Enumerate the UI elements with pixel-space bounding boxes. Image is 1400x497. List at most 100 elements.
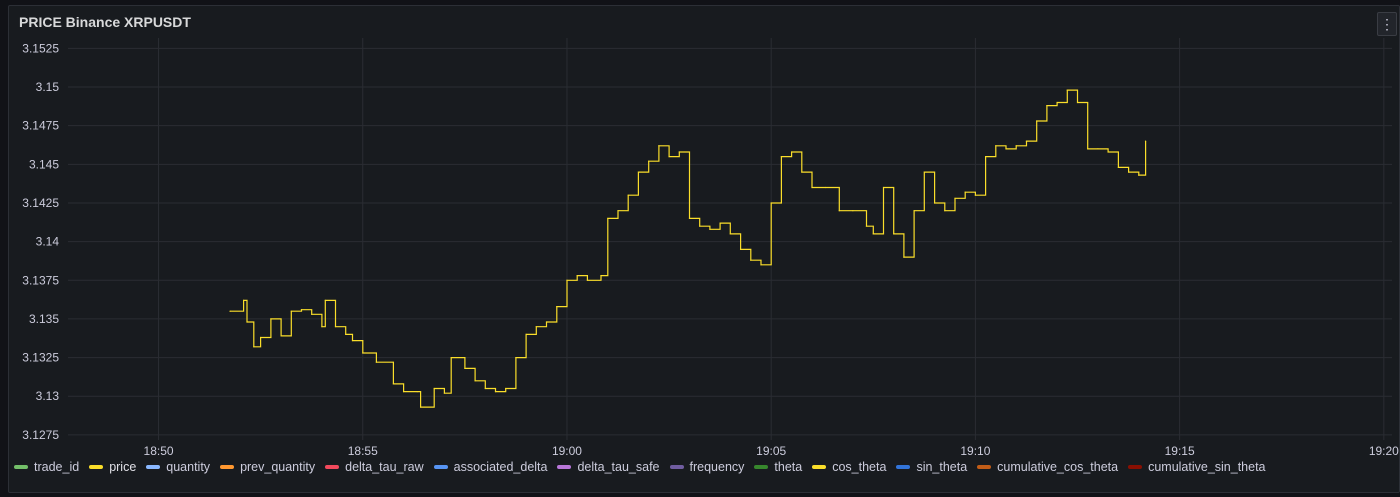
data-point xyxy=(535,326,537,328)
data-point xyxy=(1087,148,1089,150)
y-tick-label: 3.15 xyxy=(36,80,60,94)
data-point xyxy=(801,171,803,173)
data-point xyxy=(525,333,527,335)
legend-item-frequency[interactable]: frequency xyxy=(669,460,745,474)
x-tick-label: 19:10 xyxy=(960,444,990,458)
legend-item-quantity[interactable]: quantity xyxy=(146,460,210,474)
data-point xyxy=(443,392,446,394)
x-tick-label: 19:20 xyxy=(1369,444,1399,458)
data-point xyxy=(566,279,568,281)
data-point xyxy=(838,210,840,212)
data-point xyxy=(311,313,313,315)
legend-item-cos-theta[interactable]: cos_theta xyxy=(812,460,886,474)
legend-label: price xyxy=(109,460,137,474)
data-point xyxy=(709,228,711,230)
data-point xyxy=(974,194,976,196)
data-point xyxy=(825,186,827,189)
data-point xyxy=(1056,101,1058,104)
y-tick-label: 3.135 xyxy=(29,312,59,326)
legend-item-theta[interactable]: theta xyxy=(754,460,802,474)
data-point xyxy=(392,383,394,385)
legend-item-sin-theta[interactable]: sin_theta xyxy=(896,460,967,474)
data-point xyxy=(576,275,578,277)
legend-swatch xyxy=(669,465,684,469)
data-point xyxy=(280,335,282,337)
data-point xyxy=(719,222,721,224)
data-point xyxy=(321,326,323,328)
data-point xyxy=(229,310,231,312)
data-point xyxy=(699,225,701,227)
time-series-panel: PRICE Binance XRPUSDT ⋮ xyxy=(8,5,1400,493)
data-point xyxy=(617,210,619,212)
x-tick-label: 18:55 xyxy=(348,444,378,458)
data-point xyxy=(913,210,915,212)
data-point xyxy=(464,367,466,370)
legend-item-delta-tau-raw[interactable]: delta_tau_raw xyxy=(325,460,424,474)
legend-swatch xyxy=(1128,465,1143,469)
data-point xyxy=(770,202,772,204)
data-point xyxy=(933,202,936,204)
legend-swatch xyxy=(325,465,340,469)
legend-label: frequency xyxy=(689,460,745,474)
legend-swatch xyxy=(977,465,992,469)
data-point xyxy=(882,186,885,189)
data-point xyxy=(627,194,629,196)
legend-label: trade_id xyxy=(34,460,80,474)
data-point xyxy=(334,326,337,328)
legend-item-cumulative-cos-theta[interactable]: cumulative_cos_theta xyxy=(977,460,1118,474)
legend-label: delta_tau_raw xyxy=(345,460,424,474)
data-point xyxy=(484,387,486,390)
legend-item-associated-delta[interactable]: associated_delta xyxy=(433,460,548,474)
legend-label: associated_delta xyxy=(453,460,548,474)
legend-label: prev_quantity xyxy=(240,460,316,474)
data-point xyxy=(253,346,255,348)
legend-swatch xyxy=(812,465,827,469)
data-point xyxy=(433,387,435,390)
data-point xyxy=(1066,89,1068,91)
y-tick-label: 3.1475 xyxy=(22,119,59,133)
data-point xyxy=(688,217,691,220)
series-line-price xyxy=(230,89,1147,408)
data-point xyxy=(865,225,868,227)
data-point xyxy=(607,217,609,220)
legend-label: delta_tau_safe xyxy=(577,460,660,474)
panel-title: PRICE Binance XRPUSDT xyxy=(19,14,191,30)
legend-swatch xyxy=(14,465,28,469)
data-point xyxy=(362,352,364,354)
data-point xyxy=(600,275,602,277)
data-point xyxy=(402,391,405,393)
y-tick-label: 3.13 xyxy=(36,389,60,403)
data-point xyxy=(474,380,476,382)
legend-item-delta-tau-safe[interactable]: delta_tau_safe xyxy=(557,460,660,474)
data-point xyxy=(1036,120,1038,122)
data-point xyxy=(985,155,987,158)
legend-swatch xyxy=(754,465,769,469)
x-tick-label: 18:50 xyxy=(144,444,174,458)
legend-item-trade-id[interactable]: trade_id xyxy=(14,460,79,474)
data-point xyxy=(944,210,946,212)
panel-menu-button[interactable]: ⋮ xyxy=(1377,12,1397,36)
data-point xyxy=(760,264,762,266)
y-tick-label: 3.1525 xyxy=(22,41,59,55)
data-point xyxy=(1046,104,1048,107)
x-tick-label: 19:15 xyxy=(1165,444,1195,458)
data-point xyxy=(637,171,640,173)
data-point xyxy=(270,318,272,320)
y-tick-label: 3.1375 xyxy=(22,273,59,287)
legend-item-price[interactable]: price xyxy=(89,460,136,474)
data-point xyxy=(750,259,752,261)
data-point xyxy=(416,391,418,393)
data-point xyxy=(1138,174,1140,176)
legend-item-cumulative-sin-theta[interactable]: cumulative_sin_theta xyxy=(1128,460,1266,474)
data-point xyxy=(903,256,905,258)
legend-item-prev-quantity[interactable]: prev_quantity xyxy=(220,460,315,474)
data-point xyxy=(1025,140,1028,142)
legend-swatch xyxy=(557,465,572,469)
data-point xyxy=(1076,101,1079,104)
data-point xyxy=(811,186,813,189)
data-point xyxy=(1015,145,1017,147)
data-point xyxy=(515,356,517,359)
data-point xyxy=(505,387,507,390)
data-point xyxy=(923,171,925,173)
